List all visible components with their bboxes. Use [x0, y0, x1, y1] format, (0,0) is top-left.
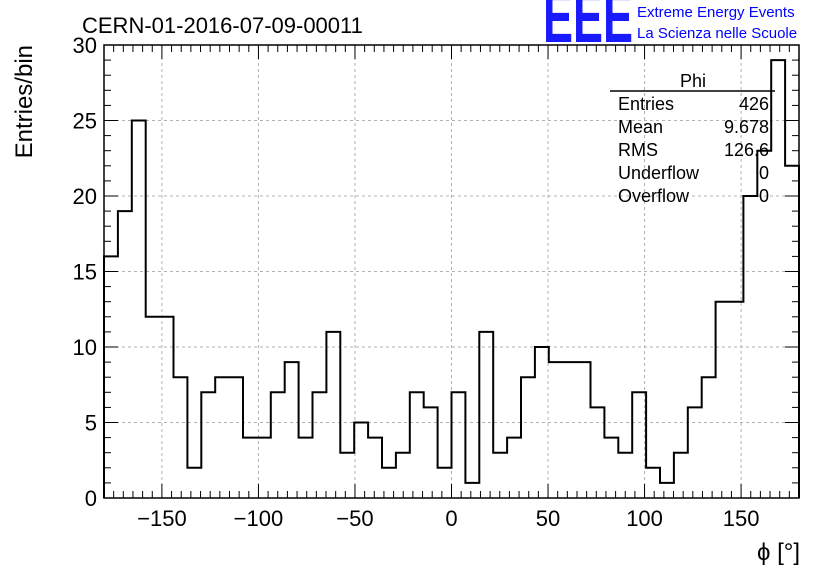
histogram-bin: [243, 438, 257, 498]
histogram-bin: [326, 332, 340, 498]
axis-ticks: [104, 44, 799, 499]
histogram-bin: [146, 317, 160, 498]
histogram-bin: [285, 362, 299, 498]
histogram-bin: [354, 423, 368, 499]
y-tick-label: 0: [85, 486, 97, 511]
stats-label: Entries: [618, 94, 674, 114]
chart-title: CERN-01-2016-07-09-00011: [82, 13, 363, 38]
y-axis-title: Entries/bin: [11, 45, 38, 158]
stats-value: 126.6: [724, 140, 769, 160]
histogram-bin: [632, 392, 646, 498]
histogram-bin: [313, 392, 327, 498]
histogram-bin: [368, 438, 382, 498]
y-tick-label: 25: [73, 109, 97, 134]
histogram-bin: [716, 302, 730, 498]
stats-label: Overflow: [618, 186, 690, 206]
stats-label: Underflow: [618, 163, 700, 183]
x-tick-label: 150: [723, 506, 760, 531]
histogram-bin: [118, 211, 132, 498]
stats-label: Mean: [618, 117, 663, 137]
histogram-bin: [257, 438, 271, 498]
stats-value: 9.678: [724, 117, 769, 137]
x-axis-title: ϕ [°]: [757, 539, 800, 566]
stats-title: Phi: [680, 71, 706, 91]
histogram-bin: [132, 121, 146, 499]
histogram-bin: [646, 468, 660, 498]
histogram-bin: [187, 468, 201, 498]
histogram-bin: [743, 196, 757, 498]
histogram-bin: [424, 407, 438, 498]
stats-rows: Entries 426 Mean 9.678 RMS 126.6 Underflow 0 Ove…: [618, 94, 769, 206]
histogram-bin: [507, 438, 521, 498]
histogram-bin: [201, 392, 215, 498]
histogram-bin: [340, 453, 354, 498]
histogram-bin: [271, 392, 285, 498]
histogram-bin: [174, 377, 188, 498]
x-tick-label: −150: [137, 506, 187, 531]
histogram-outline: [103, 59, 800, 498]
histogram-bin: [452, 392, 466, 498]
eee-logo-text: EEE: [543, 0, 633, 58]
histogram-bin: [465, 483, 479, 498]
stats-value: 0: [759, 186, 769, 206]
histogram-bin: [521, 377, 535, 498]
histogram-bin: [577, 362, 591, 498]
histogram-bin: [229, 377, 243, 498]
eee-logo: EEE Extreme Energy Events La Scienza nel…: [543, 0, 797, 58]
histogram-bin: [660, 483, 674, 498]
histogram-bin: [702, 377, 716, 498]
histogram-bin: [771, 60, 785, 498]
stats-value: 0: [759, 163, 769, 183]
histogram-bin: [410, 392, 424, 498]
logo-line-1: Extreme Energy Events: [637, 4, 795, 21]
histogram-bin: [563, 362, 577, 498]
histogram-bin: [549, 362, 563, 498]
histogram-bin: [591, 407, 605, 498]
stats-label: RMS: [618, 140, 658, 160]
histogram-bin: [479, 332, 493, 498]
histogram-bin: [688, 407, 702, 498]
stats-box: Phi Entries 426 Mean 9.678 RMS 126.6 Underflow…: [610, 71, 775, 206]
tick-labels: −150 −100 −50 0 50 100 150 0 5 10 15 20 25 30: [73, 33, 760, 531]
histogram-bars: [103, 59, 800, 499]
histogram-bin: [215, 377, 229, 498]
histogram-bin: [438, 468, 452, 498]
logo-line-2: La Scienza nelle Scuole: [637, 25, 797, 42]
y-tick-label: 5: [85, 411, 97, 436]
y-tick-label: 15: [73, 260, 97, 285]
y-tick-label: 20: [73, 184, 97, 209]
histogram-bin: [604, 438, 618, 498]
stats-value: 426: [739, 94, 769, 114]
x-tick-label: 100: [626, 506, 663, 531]
histogram-bin: [674, 453, 688, 498]
x-tick-label: −100: [234, 506, 284, 531]
x-tick-label: −50: [336, 506, 373, 531]
y-tick-label: 10: [73, 335, 97, 360]
x-tick-label: 0: [445, 506, 457, 531]
y-tick-label: 30: [73, 33, 97, 58]
histogram-bin: [299, 438, 313, 498]
x-tick-label: 50: [536, 506, 560, 531]
